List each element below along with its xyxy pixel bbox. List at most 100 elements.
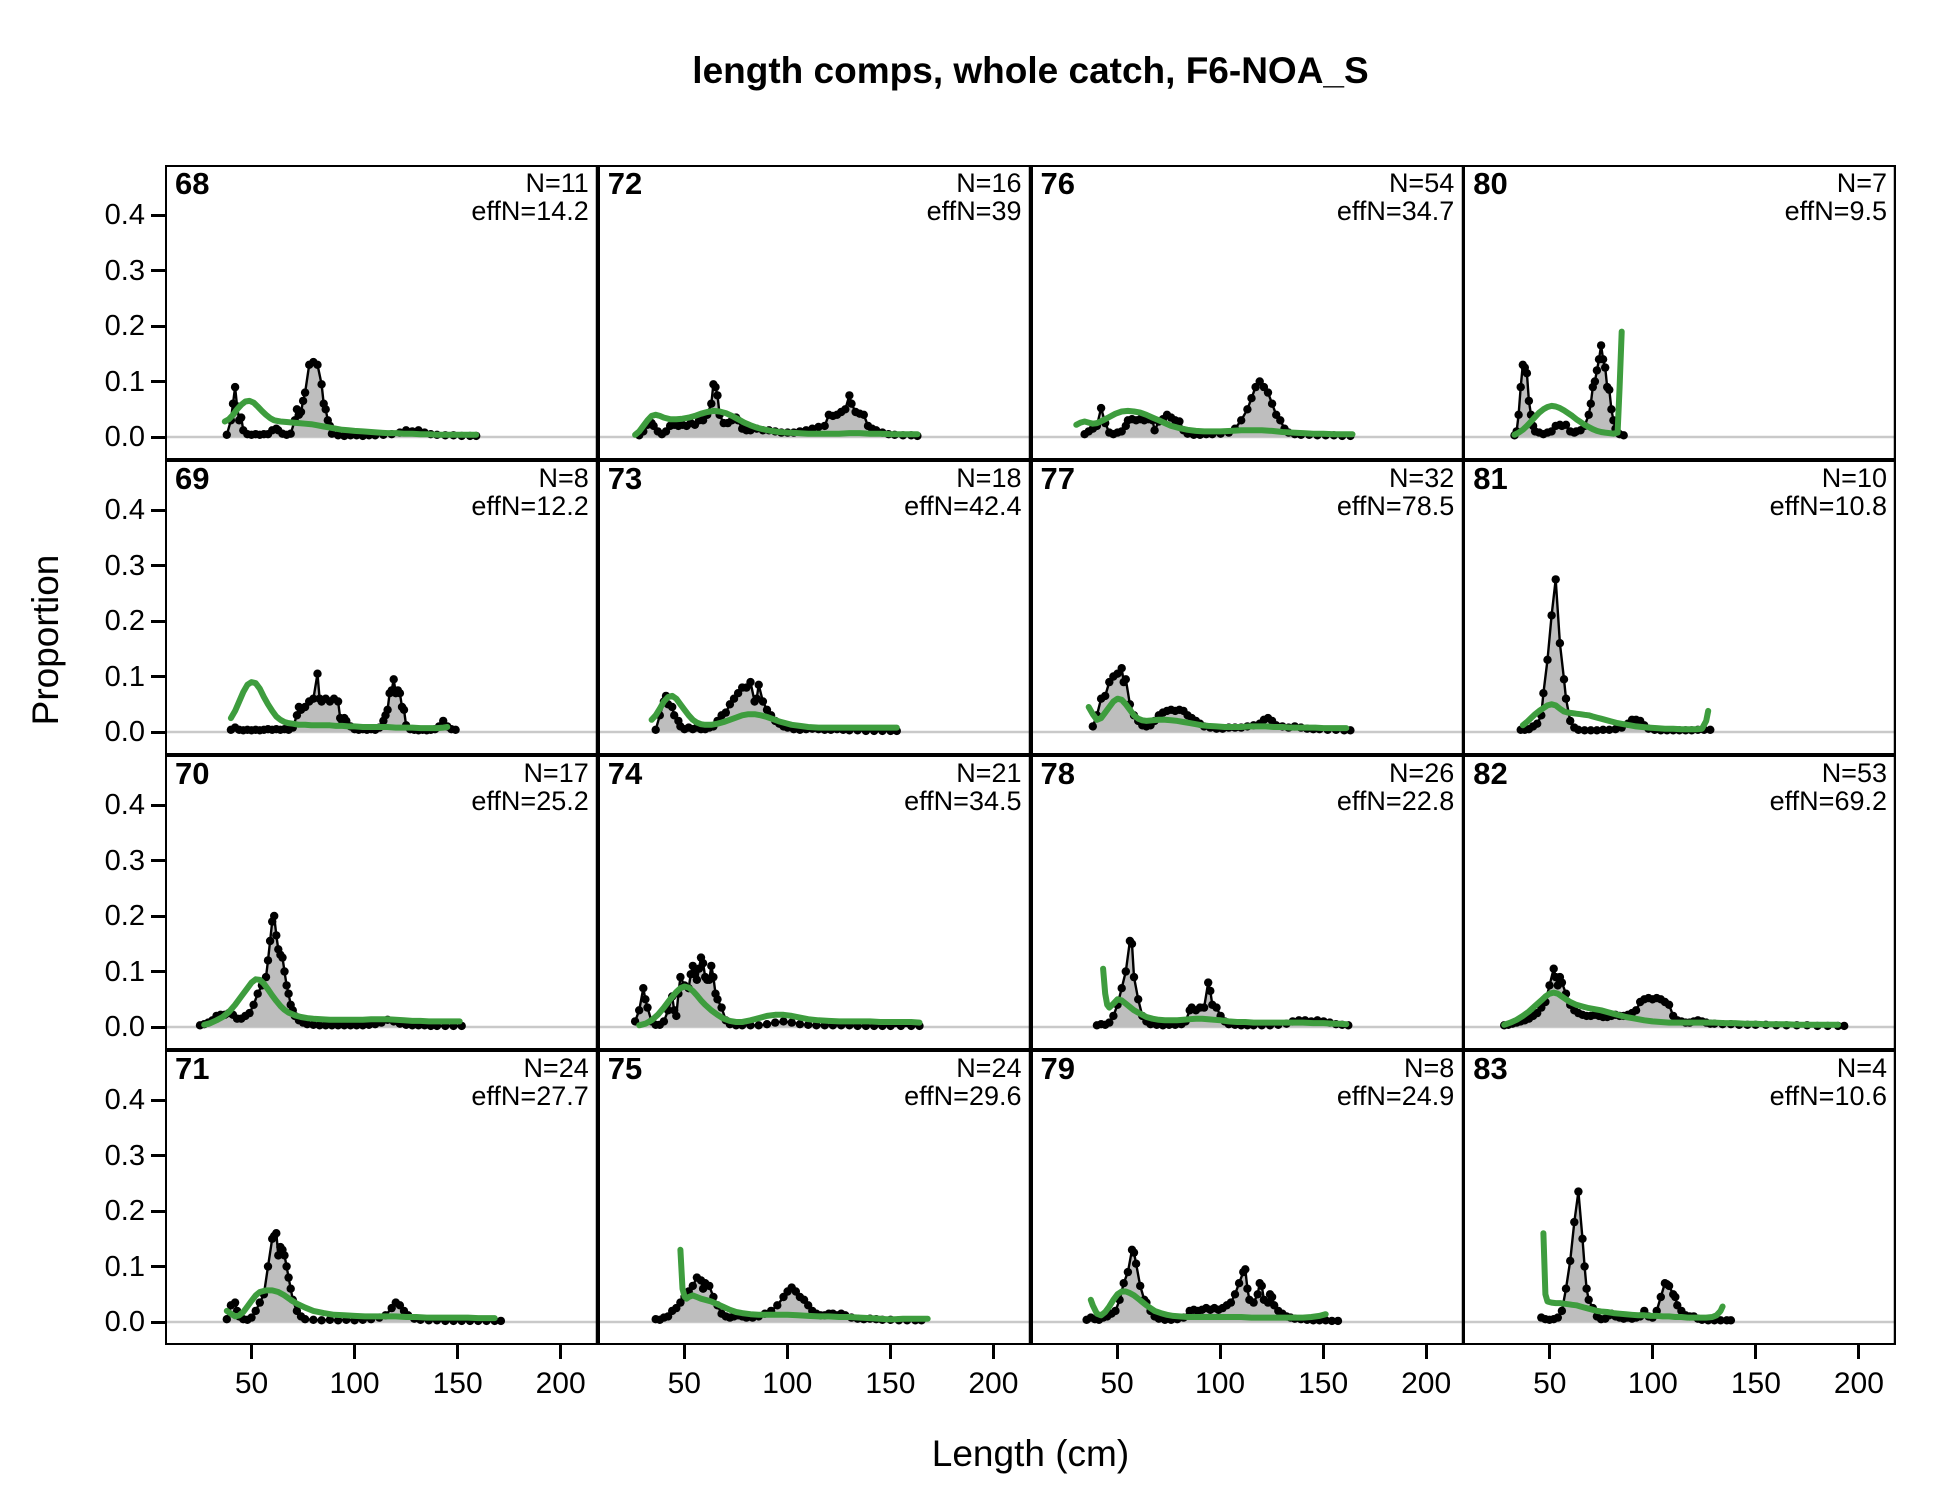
y-tick-label: 0.0 [104,716,145,748]
x-tick-label: 50 [1533,1367,1567,1400]
panel-plot-74 [597,755,1031,1050]
x-tick-label: 200 [535,1367,586,1400]
y-tick-label: 0.0 [104,421,145,453]
observed-fill [1520,579,1711,732]
x-tick-label: 100 [762,1367,813,1400]
x-axis-tick [991,1345,995,1359]
panel-78: 78 N=26 effN=22.8 [1030,755,1464,1050]
expected-series [1501,989,1842,1028]
y-tick-label: 0.4 [104,494,145,526]
expected-series [1099,965,1349,1028]
panel-plot-79 [1030,1050,1464,1345]
y-axis-tick [151,380,165,383]
panel-plot-77 [1030,460,1464,755]
observed-points [195,911,466,1031]
x-tick-label: 50 [1100,1367,1134,1400]
x-axis-tick [1651,1345,1655,1359]
panel-plot-70 [165,755,598,1050]
panel-70: 70 N=17 effN=25.2 [165,755,598,1050]
effn-label-78: effN=22.8 [1336,786,1455,816]
effn-label-72: effN=39 [926,196,1022,226]
effn-label-77: effN=78.5 [1336,491,1455,521]
n-label-79: N=8 [1403,1053,1455,1083]
panel-71: 71 N=24 effN=27.7 [165,1050,598,1345]
observed-series [225,360,477,438]
y-axis-title: Proportion [25,554,66,726]
observed-fill [638,384,918,437]
n-label-74: N=21 [956,758,1022,788]
x-tick-label: 200 [968,1367,1019,1400]
panel-82: 82 N=53 effN=69.2 [1463,755,1896,1050]
expected-series [201,976,463,1028]
panel-74: 74 N=21 effN=34.5 [597,755,1031,1050]
x-axis-tick [1424,1345,1428,1359]
y-tick-label: 0.1 [104,1250,145,1283]
panel-plot-82 [1463,755,1896,1050]
panel-69: 69 N=8 effN=12.2 [165,460,598,755]
y-tick-label: 0.1 [104,660,145,693]
expected-series [221,397,480,438]
y-axis-tick [151,803,165,807]
y-tick-label: 0.0 [104,1011,145,1043]
year-label-82: 82 [1473,756,1508,791]
panel-80: 80 N=7 effN=9.5 [1463,165,1896,460]
n-label-80: N=7 [1836,168,1887,198]
x-tick-label: 50 [667,1367,701,1400]
year-label-74: 74 [607,756,643,791]
year-label-77: 77 [1040,461,1075,496]
y-axis-tick [151,1320,165,1324]
effn-label-79: effN=24.9 [1336,1081,1455,1111]
expected-series [677,1246,931,1323]
y-axis-tick [151,435,165,439]
y-tick-label: 0.2 [104,1195,145,1227]
expected-series [1087,1288,1329,1321]
y-axis-tick [151,859,165,862]
year-label-68: 68 [175,166,210,201]
year-label-79: 79 [1040,1051,1075,1086]
x-axis-tick [1548,1345,1552,1359]
year-label-75: 75 [607,1051,643,1086]
panel-81: 81 N=10 effN=10.8 [1463,460,1896,755]
expected-series [648,692,900,731]
panel-72: 72 N=16 effN=39 [597,165,1031,460]
observed-fill [226,362,477,437]
effn-label-73: effN=42.4 [904,491,1022,521]
effn-label-75: effN=29.6 [904,1081,1022,1111]
x-axis-tick [785,1345,789,1359]
y-axis-tick [151,508,165,512]
panel-plot-72 [597,165,1031,460]
panel-77: 77 N=32 effN=78.5 [1030,460,1464,755]
panel-83: 83 N=4 effN=10.6 [1463,1050,1896,1345]
x-axis-tick [353,1345,357,1359]
y-tick-label: 0.2 [104,310,145,342]
y-axis-tick [151,213,165,217]
y-axis-tick [151,324,165,328]
expected-series [1520,701,1712,733]
y-tick-label: 0.4 [104,1084,145,1116]
n-label-70: N=17 [523,758,589,788]
n-label-76: N=54 [1388,168,1455,198]
x-axis-tick [250,1345,254,1359]
year-label-83: 83 [1473,1051,1508,1086]
n-label-71: N=24 [523,1053,589,1083]
effn-label-71: effN=27.7 [471,1081,589,1111]
observed-fill [1541,1191,1732,1322]
x-tick-label: 200 [1401,1367,1452,1400]
expected-series [1085,695,1349,732]
observed-fill [1504,968,1845,1027]
expected-series [1072,407,1355,438]
n-label-77: N=32 [1388,463,1455,493]
x-axis-tick [1115,1345,1119,1359]
expected-series [1511,328,1625,438]
year-label-80: 80 [1473,166,1508,201]
observed-fill [226,1233,501,1322]
effn-label-68: effN=14.2 [471,196,589,226]
y-axis-tick [151,1098,165,1102]
panel-plot-73 [597,460,1031,755]
x-axis-tick [559,1345,563,1359]
effn-label-83: effN=10.6 [1769,1081,1887,1111]
x-axis-title: Length (cm) [931,1433,1130,1474]
n-label-72: N=16 [956,168,1022,198]
x-tick-label: 50 [234,1367,269,1400]
year-label-69: 69 [175,461,210,496]
